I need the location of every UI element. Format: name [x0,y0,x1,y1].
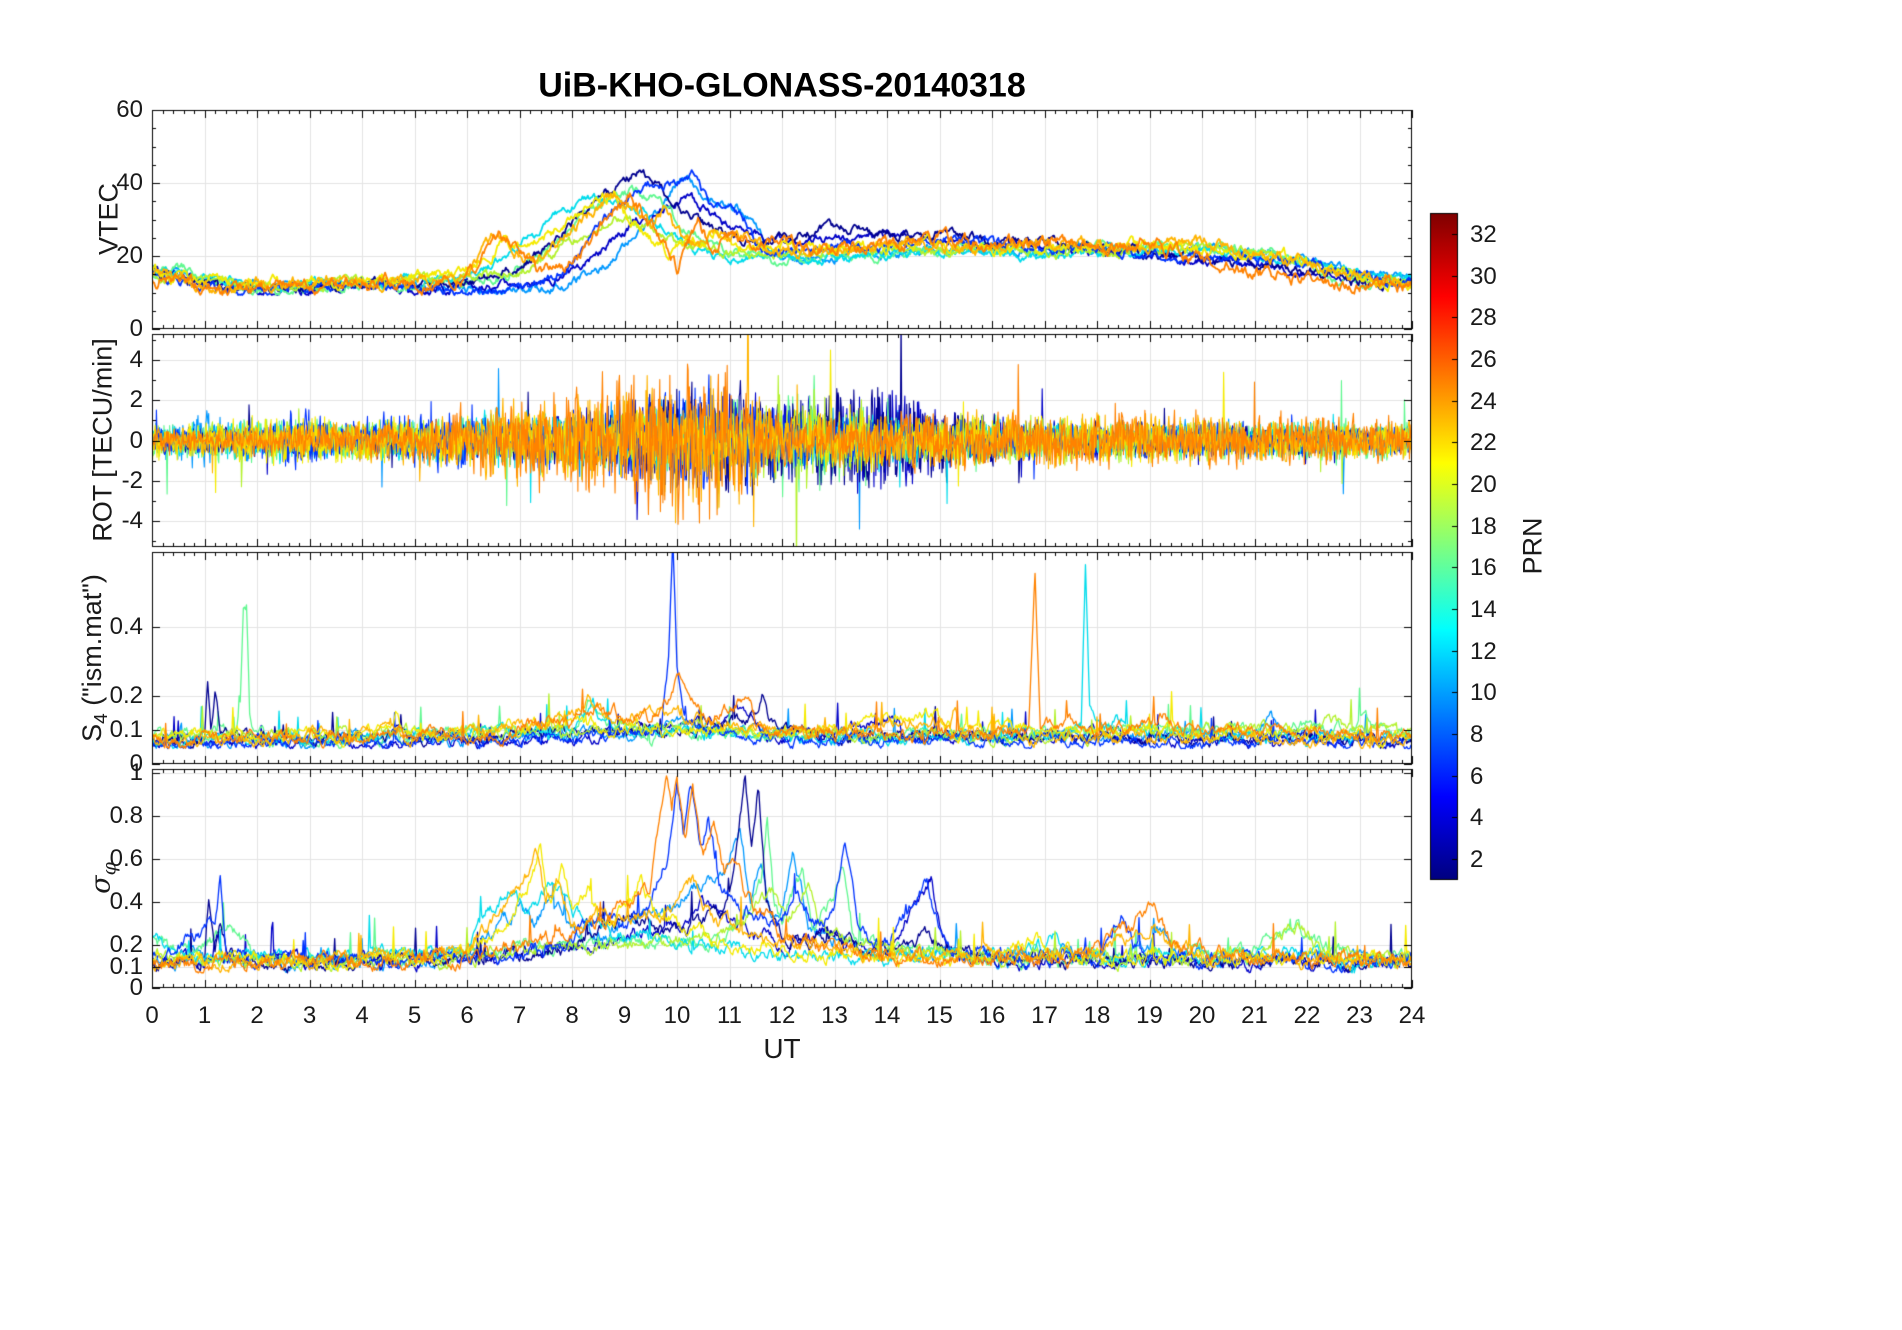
colorbar-tick-label: 18 [1470,512,1497,540]
colorbar-tick-label: 12 [1470,637,1497,665]
colorbar-tick-label: 20 [1470,470,1497,498]
colorbar-tick-label: 6 [1470,762,1484,790]
colorbar-tick-label: 32 [1470,220,1497,248]
x-tick-label: 15 [926,1002,953,1029]
x-tick-label: 24 [1398,1002,1426,1029]
y-tick-label: 0.6 [109,845,143,873]
y-tick-label: 40 [116,169,143,196]
y-tick-label: 1 [129,759,143,787]
x-tick-label: 20 [1188,1002,1216,1029]
x-tick-label: 4 [355,1002,369,1029]
y-tick-label: -2 [121,466,143,494]
x-tick-label: 5 [407,1002,422,1029]
x-tick-label: 8 [565,1002,579,1029]
colorbar-label: PRN [1517,517,1548,575]
x-tick-label: 10 [663,1002,691,1029]
x-tick-label: 11 [717,1002,742,1029]
x-tick-label: 13 [821,1002,848,1029]
x-axis-label-ut: UT [763,1033,801,1064]
colorbar-tick-label: 8 [1470,720,1484,748]
y-tick-label: 0.2 [109,931,143,959]
colorbar-tick-label: 10 [1470,678,1497,706]
x-tick-label: 21 [1241,1002,1268,1029]
colorbar-tick-label: 16 [1470,553,1497,581]
x-tick-label: 22 [1293,1002,1321,1029]
y-tick-label: 0.1 [109,715,143,743]
x-tick-label: 18 [1083,1002,1111,1029]
x-tick-label: 17 [1031,1002,1058,1029]
x-tick-label: 9 [617,1002,632,1029]
x-tick-label: 16 [978,1002,1006,1029]
x-tick-label: 23 [1346,1002,1373,1029]
y-tick-label: 4 [129,346,143,374]
x-tick-label: 14 [873,1002,901,1029]
colorbar-tick-label: 28 [1470,303,1497,331]
y-tick-label: 0 [129,426,143,454]
y-tick-label: 0.4 [109,888,143,916]
y-tick-label: 0.8 [109,802,143,830]
s4-suffix: ("ism.mat") [76,574,107,714]
y-tick-label: 0.4 [109,613,143,641]
x-tick-label: 12 [768,1002,796,1029]
x-tick-label: 0 [145,1002,159,1029]
colorbar-tick-label: 30 [1470,262,1497,290]
x-tick-label: 3 [302,1002,317,1029]
x-tick-label: 6 [460,1002,474,1029]
y-tick-label: 0 [129,750,143,777]
y-tick-label: 0.2 [109,681,143,709]
colorbar-tick-label: 26 [1470,345,1497,373]
s4-symbol: S [76,723,107,742]
x-tick-label: 2 [250,1002,264,1029]
chart-title: UiB-KHO-GLONASS-20140318 [538,66,1026,105]
y-axis-label-s4: S4 ("ism.mat") [77,574,113,742]
colorbar-tick-label: 2 [1470,845,1484,873]
y-tick-label: 60 [116,96,143,123]
colorbar-tick-label: 24 [1470,387,1497,415]
colorbar-tick-label: 4 [1470,803,1484,831]
y-tick-label: 0 [129,315,143,342]
y-tick-label: 20 [116,242,143,269]
colorbar-tick-label: 22 [1470,428,1497,456]
x-tick-label: 19 [1136,1002,1163,1029]
y-tick-label: 0.1 [109,952,143,980]
y-tick-label: 0 [129,974,143,1001]
colorbar-tick-label: 14 [1470,595,1497,623]
y-tick-label: -4 [121,506,143,534]
x-tick-label: 7 [512,1002,527,1029]
x-tick-label: 1 [197,1002,212,1029]
y-axis-label-rot: ROT [TECU/min] [87,338,118,542]
y-tick-label: 2 [129,386,143,414]
